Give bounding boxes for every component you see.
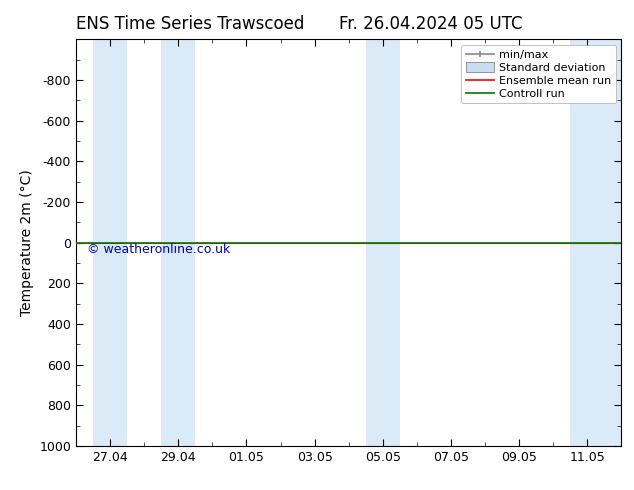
Text: © weatheronline.co.uk: © weatheronline.co.uk [87, 244, 230, 256]
Y-axis label: Temperature 2m (°C): Temperature 2m (°C) [20, 169, 34, 316]
Bar [570, 39, 621, 446]
Bar [93, 39, 127, 446]
Bar [161, 39, 195, 446]
Bar [366, 39, 400, 446]
Text: Fr. 26.04.2024 05 UTC: Fr. 26.04.2024 05 UTC [339, 15, 523, 33]
Text: ENS Time Series Trawscoed: ENS Time Series Trawscoed [76, 15, 304, 33]
Legend: min/max, Standard deviation, Ensemble mean run, Controll run: min/max, Standard deviation, Ensemble me… [462, 45, 616, 103]
